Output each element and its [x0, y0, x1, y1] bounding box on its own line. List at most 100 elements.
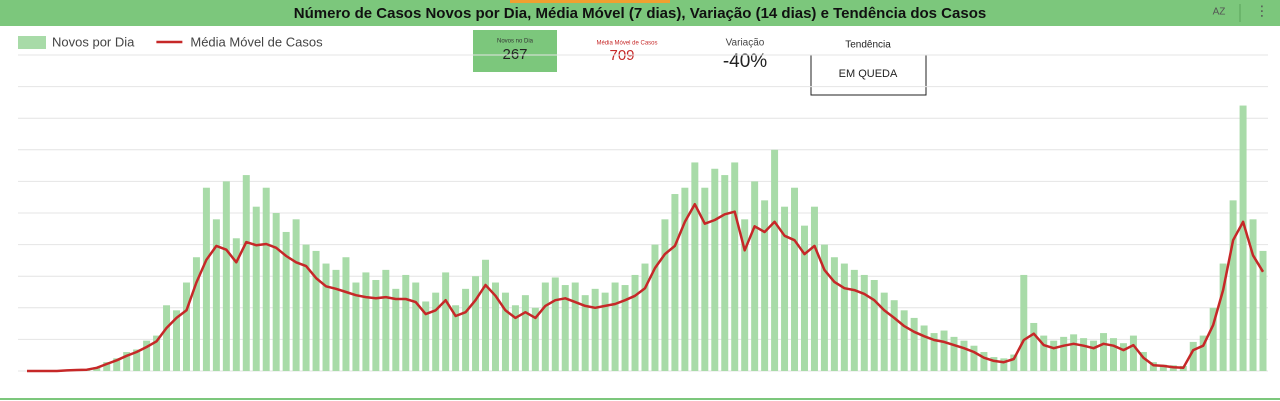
bar [242, 175, 250, 371]
bar [561, 285, 569, 371]
bar [661, 219, 669, 371]
bar [531, 307, 539, 371]
bar [192, 257, 200, 371]
bar [591, 288, 599, 371]
sort-icon[interactable]: AZ [1213, 7, 1226, 18]
bar [511, 305, 519, 371]
bar [163, 305, 171, 371]
bar [1060, 336, 1068, 371]
bar [1139, 352, 1147, 371]
bar [392, 288, 400, 371]
bar [820, 244, 828, 371]
bar [810, 206, 818, 371]
bar [701, 187, 709, 371]
bar [850, 269, 858, 371]
bar [681, 187, 689, 371]
bar [1209, 307, 1217, 371]
bar [282, 231, 290, 371]
bar [462, 288, 470, 371]
bar [352, 282, 360, 371]
bar [950, 336, 958, 371]
trend-value: EM QUEDA [839, 68, 898, 80]
bar [1259, 250, 1267, 371]
bar [840, 263, 848, 371]
bar [711, 168, 719, 371]
bar [232, 238, 240, 371]
bar [143, 340, 151, 371]
bar [1040, 335, 1048, 371]
scorecard-label: Tendência [845, 40, 891, 51]
bar [731, 162, 739, 371]
bar [691, 162, 699, 371]
bar [153, 335, 161, 371]
bar [93, 367, 101, 371]
bar [571, 282, 579, 371]
bar [212, 219, 220, 371]
scorecard-label: Variação [726, 38, 765, 49]
scorecard-box [473, 30, 557, 72]
bar [1229, 200, 1237, 371]
bar [482, 259, 490, 371]
bar [133, 349, 141, 371]
bar [173, 310, 180, 371]
bar [1050, 340, 1058, 371]
bar [402, 274, 410, 371]
bar [641, 263, 649, 371]
bar [940, 330, 948, 371]
plot [18, 54, 1268, 373]
bar [1000, 358, 1008, 371]
bar [551, 277, 559, 371]
bar [990, 357, 998, 371]
bar [432, 292, 440, 371]
bar [1010, 354, 1018, 371]
bar [1020, 274, 1028, 371]
bar [880, 292, 888, 371]
bar [292, 219, 300, 371]
bar [1080, 338, 1088, 371]
bar [541, 282, 549, 371]
bar [422, 301, 430, 371]
bar [800, 225, 808, 371]
scorecard-label: Novos no Dia [497, 39, 534, 45]
bar [611, 282, 619, 371]
bar [182, 282, 190, 371]
scorecard-label: Média Móvel de Casos [596, 41, 657, 47]
bar [581, 295, 589, 371]
bar [1239, 105, 1247, 371]
bar [412, 282, 420, 371]
bar [781, 206, 789, 371]
bar [900, 310, 908, 371]
bar [103, 362, 111, 371]
line [27, 202, 1265, 373]
bar [1159, 364, 1167, 371]
bar [1119, 343, 1127, 371]
bar [870, 279, 878, 371]
bar [920, 325, 928, 371]
bar [442, 272, 450, 371]
chart-title: Número de Casos Novos por Dia, Média Móv… [294, 5, 986, 22]
bar [830, 257, 838, 371]
bar [521, 295, 529, 371]
bar [651, 244, 659, 371]
bar [671, 194, 679, 371]
bar [631, 274, 639, 371]
bar [721, 175, 729, 371]
bar [372, 279, 380, 371]
legend-label: Média Móvel de Casos [190, 34, 323, 49]
bar [1070, 334, 1078, 371]
bar [960, 340, 968, 371]
bar [1249, 219, 1257, 371]
bar [1090, 340, 1098, 371]
bar [910, 317, 918, 371]
bar [113, 358, 121, 371]
bar [890, 300, 898, 371]
bar [302, 244, 310, 371]
bar [601, 292, 609, 371]
bar [262, 187, 270, 371]
bar [491, 282, 499, 371]
menu-icon[interactable]: ⋮ [1255, 3, 1269, 19]
bar [362, 272, 370, 371]
bar [860, 274, 868, 371]
